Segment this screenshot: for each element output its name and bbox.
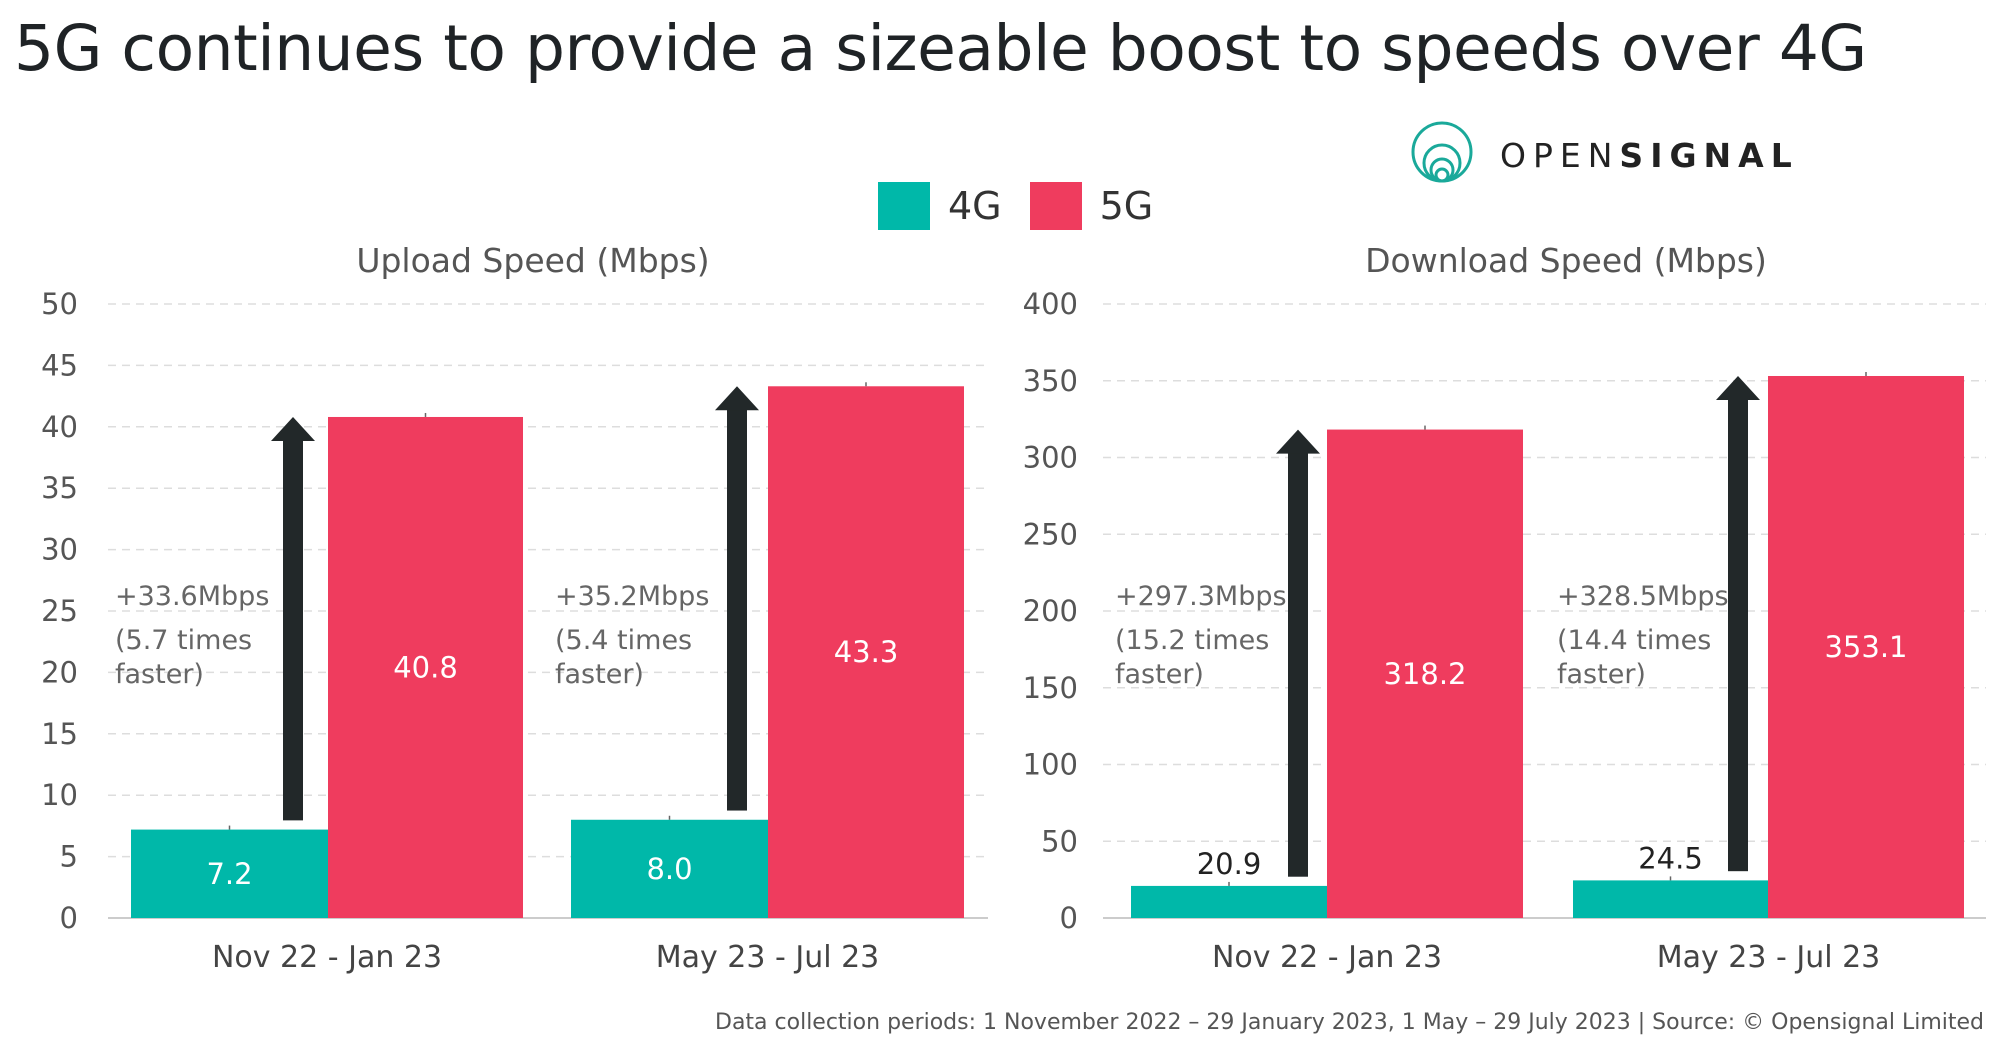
data-label: 353.1 <box>1824 630 1907 664</box>
bar-4g <box>1573 880 1768 918</box>
increase-arrow-shaft <box>1728 397 1748 872</box>
bar-4g <box>131 829 328 918</box>
annotation-text: (14.4 times <box>1557 625 1711 656</box>
y-tick-label: 100 <box>1023 748 1078 782</box>
annotation-text: +35.2Mbps <box>555 581 709 612</box>
chart-title: Download Speed (Mbps) <box>1365 241 1767 280</box>
bar-4g <box>1131 885 1327 918</box>
annotation-text: +328.5Mbps <box>1557 581 1729 612</box>
y-tick-label: 300 <box>1023 441 1078 475</box>
y-tick-label: 350 <box>1023 364 1078 398</box>
x-tick-label: Nov 22 - Jan 23 <box>1212 940 1442 975</box>
data-label: 7.2 <box>206 857 252 891</box>
chart-title: Upload Speed (Mbps) <box>356 241 709 280</box>
y-tick-label: 10 <box>41 778 78 812</box>
annotation-text: +33.6Mbps <box>115 581 269 612</box>
data-label: 43.3 <box>834 635 899 669</box>
legend-swatch-4g <box>878 182 930 230</box>
x-tick-label: May 23 - Jul 23 <box>1657 940 1881 975</box>
x-tick-label: May 23 - Jul 23 <box>656 940 880 975</box>
bar-5g <box>1768 375 1964 919</box>
increase-arrow-head <box>1716 375 1760 400</box>
legend-swatch-5g <box>1029 182 1082 230</box>
page-title: 5G continues to provide a sizeable boost… <box>14 12 1867 85</box>
increase-arrow-shaft <box>727 408 747 811</box>
y-tick-label: 50 <box>1041 824 1078 858</box>
data-label: 40.8 <box>393 650 458 684</box>
increase-arrow-head <box>715 386 759 411</box>
y-tick-label: 0 <box>60 901 78 935</box>
y-tick-label: 150 <box>1023 671 1078 705</box>
opensignal-logo-icon <box>1411 121 1473 183</box>
data-label: 318.2 <box>1383 657 1466 691</box>
opensignal-logo: OPENSIGNAL <box>1410 120 1792 190</box>
increase-arrow-shaft <box>1288 451 1308 877</box>
y-tick-label: 5 <box>60 840 78 874</box>
annotation-text: (15.2 times <box>1115 625 1269 656</box>
annotation-text: faster) <box>1557 659 1646 690</box>
annotation-text: faster) <box>555 659 644 690</box>
annotation-text: (5.4 times <box>555 625 692 656</box>
data-label: 8.0 <box>646 852 692 886</box>
footer-source: Data collection periods: 1 November 2022… <box>715 1010 1984 1035</box>
legend-item-4g: 4G <box>878 182 1002 230</box>
legend-item-5g: 5G <box>1029 182 1154 230</box>
increase-arrow-shaft <box>283 438 303 821</box>
y-tick-label: 50 <box>41 287 78 321</box>
data-label: 20.9 <box>1197 847 1262 881</box>
logo-text: OPENSIGNAL <box>1500 136 1799 175</box>
y-tick-label: 40 <box>41 410 78 444</box>
increase-arrow-head <box>271 416 315 441</box>
annotation-text: faster) <box>115 659 204 690</box>
legend-label: 4G <box>948 184 1002 228</box>
legend-label: 5G <box>1099 184 1154 228</box>
annotation-text: (5.7 times <box>115 625 252 656</box>
y-tick-label: 45 <box>41 348 78 382</box>
y-tick-label: 200 <box>1023 594 1078 628</box>
bar-5g <box>768 386 964 918</box>
annotation-text: +297.3Mbps <box>1115 581 1287 612</box>
y-tick-label: 30 <box>41 533 78 567</box>
increase-arrow-head <box>1276 429 1320 454</box>
x-tick-label: Nov 22 - Jan 23 <box>212 940 442 975</box>
y-tick-label: 15 <box>41 717 78 751</box>
y-tick-label: 400 <box>1023 287 1078 321</box>
y-tick-label: 20 <box>41 655 78 689</box>
bar-4g <box>571 819 768 918</box>
y-tick-label: 25 <box>41 594 78 628</box>
bar-5g <box>328 416 523 918</box>
legend: 4G 5G <box>878 182 1181 230</box>
y-tick-label: 35 <box>41 471 78 505</box>
y-tick-label: 0 <box>1060 901 1078 935</box>
bar-5g <box>1327 429 1523 918</box>
annotation-text: faster) <box>1115 659 1204 690</box>
data-label: 24.5 <box>1638 841 1703 875</box>
y-tick-label: 250 <box>1023 517 1078 551</box>
